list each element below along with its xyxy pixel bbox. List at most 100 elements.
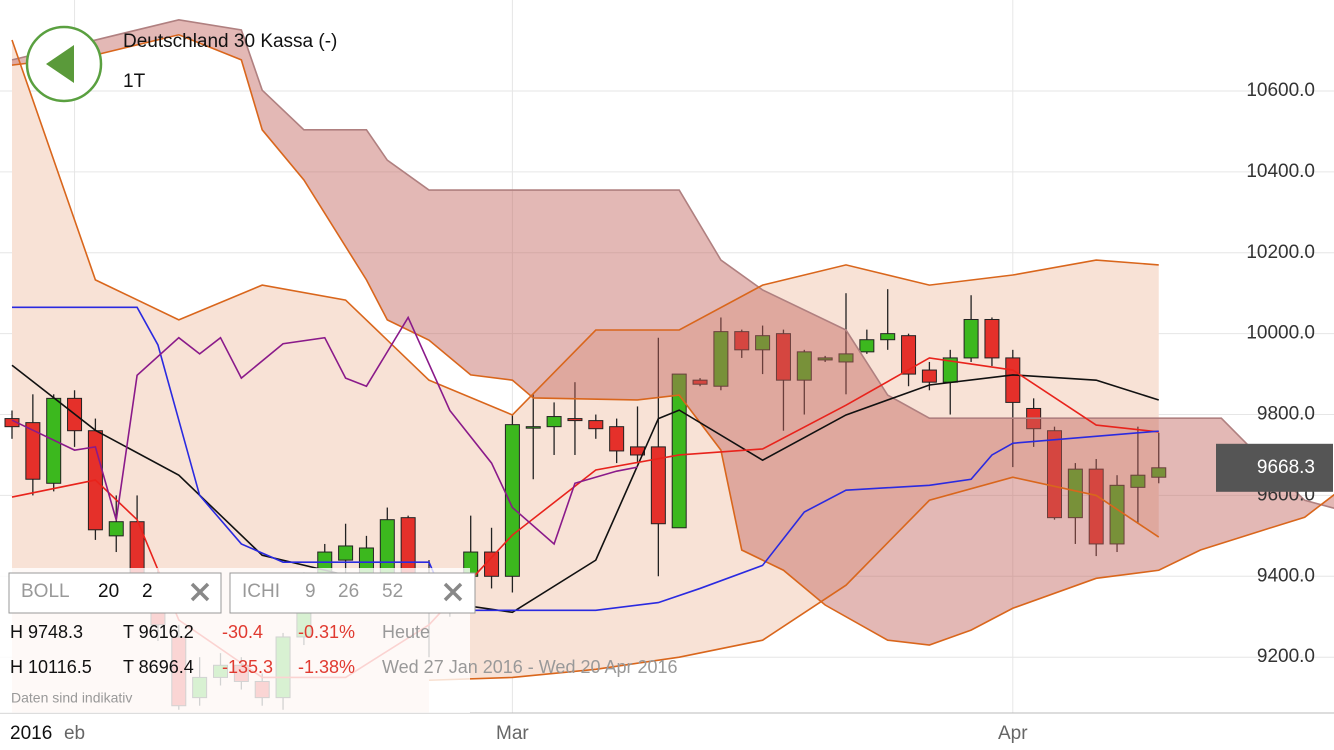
candle [1151, 432, 1167, 484]
candle [984, 317, 1000, 367]
remove-icon[interactable] [190, 582, 210, 602]
candle [880, 289, 896, 350]
period: 1T [123, 71, 146, 92]
cloud-edge [11, 19, 1334, 510]
candle [25, 394, 41, 496]
candle [338, 523, 354, 577]
candle-body [650, 446, 666, 525]
candle [1067, 463, 1083, 544]
candle-body [838, 353, 854, 363]
candle-body [880, 333, 896, 341]
indicator-line [12, 306, 1159, 612]
stat-change-pct: -1.38% [298, 657, 355, 677]
candle-body [817, 357, 833, 361]
candle [817, 355, 833, 362]
y-tick-label: 10400.0 [1246, 161, 1315, 182]
stat-period: Wed 27 Jan 2016 - Wed 20 Apr 2016 [382, 657, 678, 677]
candle-body [921, 369, 937, 383]
indicator-param: 2 [142, 581, 153, 602]
candle-body [859, 339, 875, 353]
candle-body [1151, 467, 1167, 478]
cloud-layer [12, 19, 1334, 646]
candle-body [588, 420, 604, 430]
candle [1047, 426, 1062, 520]
candle [588, 414, 604, 439]
stat-period: Heute [382, 622, 430, 642]
ichimoku-cloud [12, 19, 1334, 646]
back-button[interactable] [25, 25, 103, 103]
y-tick-label: 10000.0 [1246, 323, 1315, 344]
candle-body [775, 333, 791, 381]
candle [1088, 459, 1104, 557]
y-tick-label: 9800.0 [1257, 404, 1315, 425]
candle-body [4, 418, 20, 428]
candle-body [546, 416, 562, 428]
x-tick-label: Apr [998, 723, 1028, 744]
indicator-param: 26 [338, 581, 359, 602]
indicator-line [11, 315, 638, 546]
candle-body [25, 422, 41, 480]
candle-body [379, 519, 395, 577]
candle [901, 333, 917, 387]
candle [504, 414, 520, 593]
candle [963, 295, 979, 362]
indicator-line [11, 364, 1159, 614]
candle-body [796, 351, 812, 381]
candle [650, 337, 666, 577]
stat-low: T 9616.2 [123, 622, 194, 642]
instrument-title: Deutschland 30 Kassa (-) [123, 31, 337, 52]
indicator-ichi[interactable]: ICHI 9 26 52 [229, 572, 476, 614]
candle-body [901, 335, 917, 375]
y-tick-label: 10200.0 [1246, 242, 1315, 263]
candle-body [1047, 430, 1062, 519]
candle [1109, 475, 1125, 553]
candle-body [525, 426, 541, 429]
candle-body [755, 335, 771, 351]
candle-body [400, 517, 416, 577]
y-tick-label: 10600.0 [1246, 80, 1315, 101]
candle-body [1130, 474, 1146, 488]
last-price-box [1216, 443, 1333, 492]
disclaimer: Daten sind indikativ [11, 690, 132, 706]
candle-body [1067, 468, 1083, 519]
candle-body [963, 318, 979, 359]
candle [525, 394, 541, 480]
candle-body [338, 545, 354, 561]
candle-body [1088, 468, 1104, 545]
ui-layer: Deutschland 30 Kassa (-) 1T BOLL 20 2 IC… [0, 25, 678, 713]
stat-change: -135.3 [222, 657, 273, 677]
candle [4, 410, 20, 439]
year-label: 2016 [10, 723, 52, 744]
indicator-name: BOLL [21, 581, 70, 602]
y-tick-label: 9400.0 [1257, 565, 1315, 586]
candle [775, 329, 791, 431]
y-tick-label: 9200.0 [1257, 646, 1315, 667]
candle [755, 325, 771, 375]
candle-body [484, 551, 500, 577]
bollinger-fill [12, 40, 1159, 713]
candle [713, 317, 729, 391]
candle [692, 378, 708, 387]
candle-body [692, 379, 708, 385]
indicator-param: 9 [305, 581, 316, 602]
candle-body [567, 418, 583, 422]
x-axis-bg [0, 713, 1334, 750]
stat-low: T 8696.4 [123, 657, 194, 677]
remove-icon[interactable] [443, 582, 463, 602]
indicator-name: ICHI [242, 581, 280, 602]
bollinger-band [11, 39, 1159, 416]
candle-body [108, 521, 124, 537]
axes: 9200.09400.09600.09800.010000.010200.010… [0, 80, 1334, 750]
last-price-label: 9668.3 [1257, 457, 1315, 478]
candle [546, 402, 562, 455]
indicator-boll[interactable]: BOLL 20 2 [8, 572, 222, 614]
lines [11, 19, 1334, 682]
candle [859, 329, 875, 354]
candle-body [984, 318, 1000, 359]
year-bg [0, 717, 64, 747]
candle-body [713, 331, 729, 387]
stat-high: H 9748.3 [10, 622, 83, 642]
